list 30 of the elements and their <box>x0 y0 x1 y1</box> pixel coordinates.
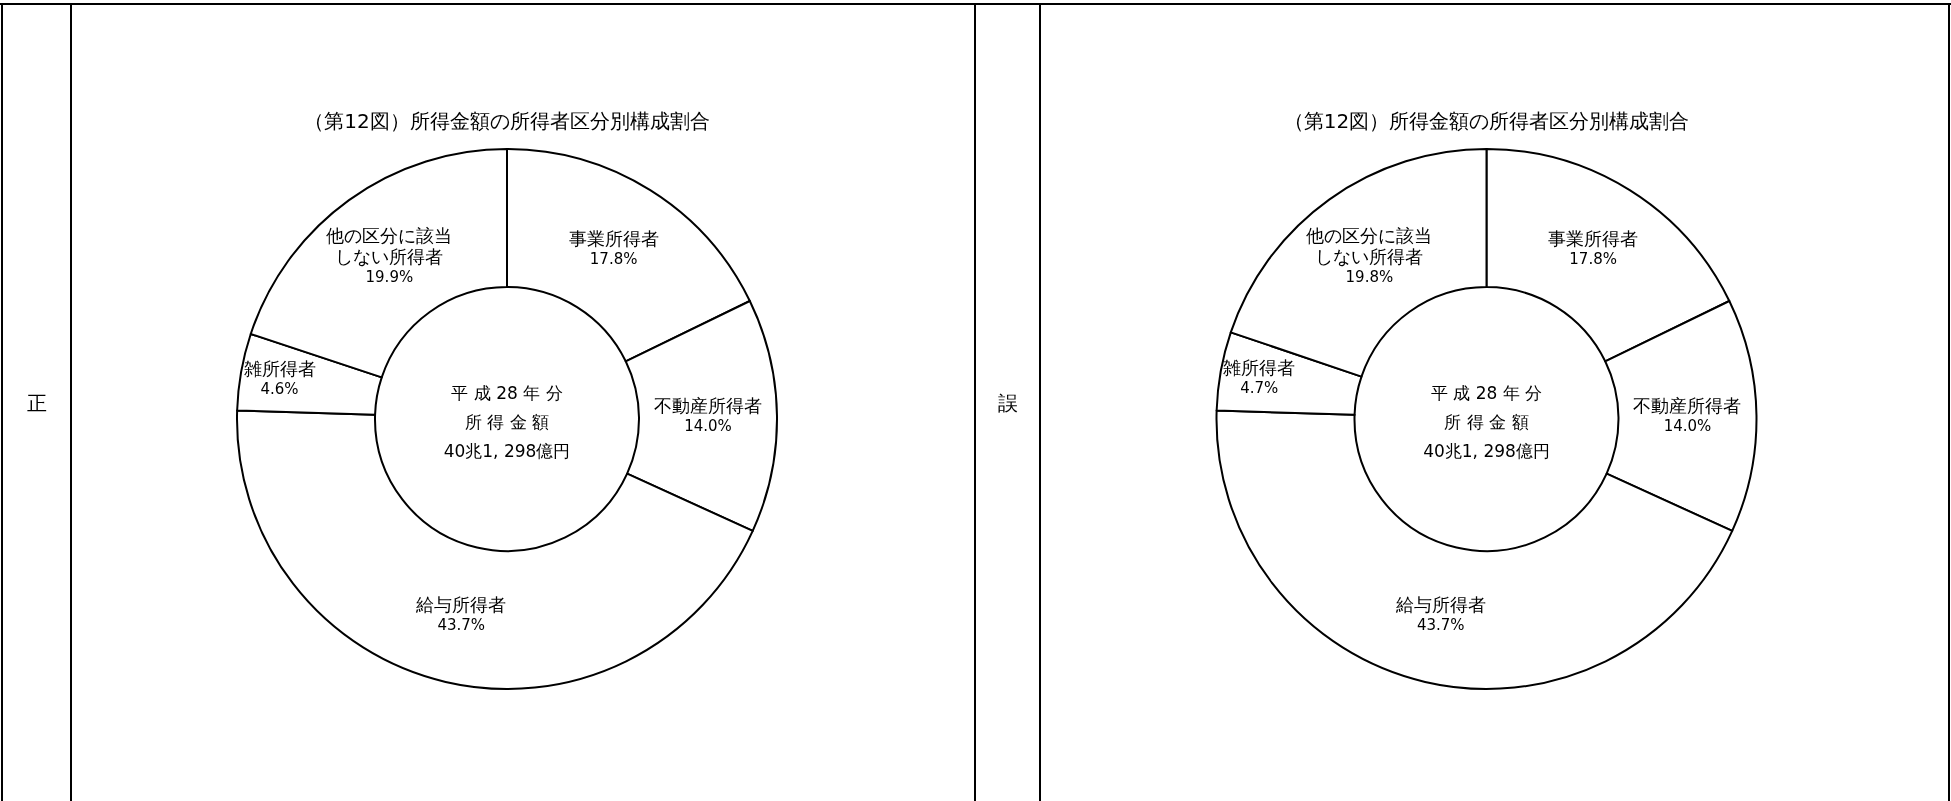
slice-label: 事業所得者 <box>1548 227 1639 249</box>
text: 平 成 28 年 分 <box>451 383 563 403</box>
text: 40兆1, 298億円 <box>443 441 571 461</box>
slice-label: 他の区分に該当しない所得者 <box>1306 224 1433 267</box>
text: 所 得 金 額 <box>1444 412 1529 432</box>
chart-title: （第12図）所得金額の所得者区分別構成割合 <box>1283 109 1690 133</box>
slice-label: 雑所得者 <box>243 357 316 379</box>
text: 40兆1, 298億円 <box>1423 441 1550 461</box>
slice-label: 雑所得者 <box>1223 356 1296 378</box>
slice-label: 不動産所得者 <box>1633 395 1742 417</box>
text: 正 <box>26 391 47 415</box>
data-label: 17.8% <box>1569 249 1617 268</box>
slice-label: 給与所得者 <box>415 593 507 615</box>
slice-label: 不動産所得者 <box>653 395 762 417</box>
text: 平 成 28 年 分 <box>1430 383 1543 403</box>
slice-label: 事業所得者 <box>568 227 659 249</box>
data-label: 4.7% <box>1240 378 1279 397</box>
text: 所 得 金 額 <box>464 412 550 432</box>
slice-label: 他の区分に該当しない所得者 <box>326 225 453 268</box>
data-label: 19.8% <box>1345 267 1394 286</box>
data-label: 14.0% <box>684 417 732 436</box>
data-label: 14.0% <box>1663 417 1712 436</box>
data-label: 43.7% <box>437 615 486 634</box>
data-label: 4.6% <box>260 379 299 398</box>
data-label: 43.7% <box>1416 615 1465 634</box>
chart-title: （第12図）所得金額の所得者区分別構成割合 <box>304 109 710 133</box>
slice-label: 給与所得者 <box>1394 593 1486 615</box>
text: 誤 <box>997 391 1018 415</box>
data-label: 19.9% <box>365 268 414 287</box>
data-label: 17.8% <box>589 249 638 268</box>
